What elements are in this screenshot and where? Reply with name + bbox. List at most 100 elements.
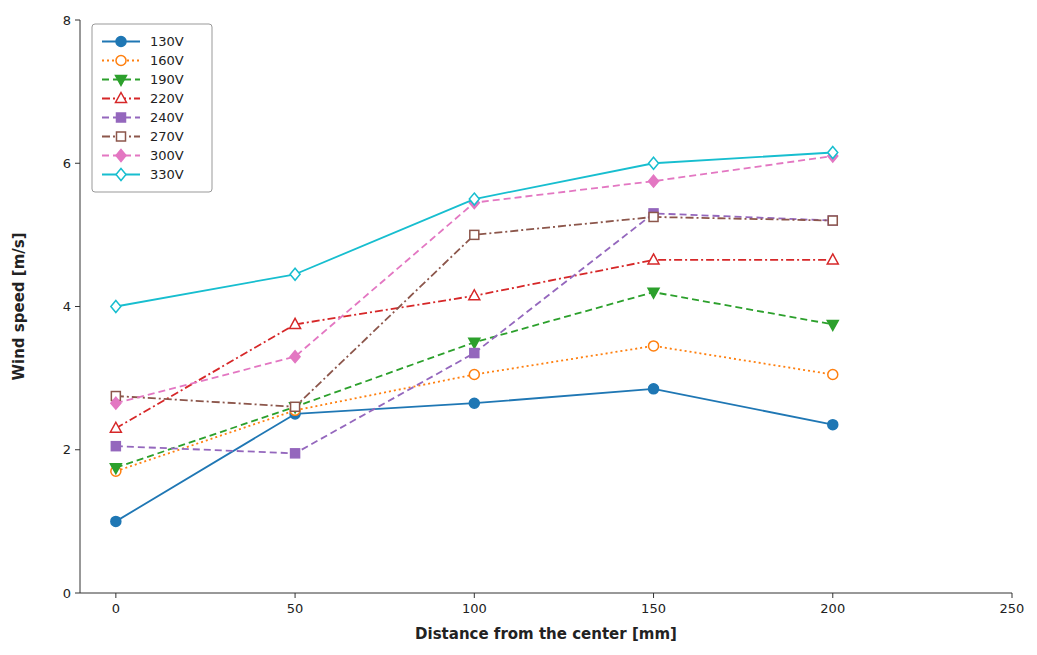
- y-tick-label: 8: [63, 13, 71, 28]
- x-tick-label: 0: [112, 601, 120, 616]
- legend-marker: [116, 56, 126, 66]
- legend-entry: 240V: [102, 110, 184, 125]
- legend-marker: [117, 113, 126, 122]
- legend-label: 300V: [150, 148, 184, 163]
- series-line: [116, 217, 833, 407]
- x-axis-label: Distance from the center [mm]: [415, 625, 677, 643]
- point: [469, 338, 480, 348]
- x-tick-label: 100: [462, 601, 487, 616]
- point: [469, 290, 480, 300]
- point: [648, 254, 659, 264]
- point: [291, 402, 300, 411]
- point: [649, 384, 659, 394]
- series: [111, 147, 838, 313]
- point: [649, 175, 659, 187]
- point: [469, 370, 479, 380]
- x-tick: [832, 593, 833, 598]
- legend-label: 130V: [150, 34, 184, 49]
- point: [290, 318, 301, 328]
- legend-label: 160V: [150, 53, 184, 68]
- point: [648, 288, 659, 298]
- y-tick-label: 6: [63, 156, 71, 171]
- y-tick: [75, 163, 80, 164]
- legend-entry: 130V: [102, 34, 184, 49]
- legend-entry: 160V: [102, 53, 184, 68]
- point: [828, 370, 838, 380]
- point: [111, 397, 121, 409]
- legend-marker: [116, 37, 126, 47]
- legend-marker: [116, 76, 127, 86]
- x-tick: [295, 593, 296, 598]
- series: [111, 341, 838, 476]
- legend-entry: 220V: [102, 91, 184, 106]
- legend-entry: 300V: [102, 148, 184, 163]
- x-tick: [115, 593, 116, 598]
- series: [110, 254, 838, 432]
- x-tick: [474, 593, 475, 598]
- legend-entry: 330V: [102, 167, 184, 182]
- point: [111, 516, 121, 526]
- series-line: [116, 389, 833, 522]
- point: [290, 403, 301, 413]
- series-line: [116, 292, 833, 467]
- x-tick: [1012, 593, 1013, 598]
- legend-label: 240V: [150, 110, 184, 125]
- point: [110, 464, 121, 474]
- point: [469, 398, 479, 408]
- series-line: [116, 213, 833, 453]
- legend-label: 330V: [150, 167, 184, 182]
- y-tick-label: 2: [63, 442, 71, 457]
- legend-entry: 270V: [102, 129, 184, 144]
- point: [827, 320, 838, 330]
- legend-entry: 190V: [102, 72, 184, 87]
- point: [111, 301, 121, 313]
- point: [828, 216, 837, 225]
- series: [111, 384, 838, 527]
- point: [290, 351, 300, 363]
- series: [111, 212, 837, 411]
- point: [470, 230, 479, 239]
- series-line: [116, 153, 833, 307]
- x-tick-label: 200: [820, 601, 845, 616]
- y-tick-label: 0: [63, 586, 71, 601]
- legend-marker: [117, 132, 126, 141]
- point: [470, 349, 479, 358]
- point: [649, 212, 658, 221]
- x-axis-line: [80, 593, 1012, 594]
- plot-area: [110, 147, 838, 527]
- point: [110, 422, 121, 432]
- point: [828, 147, 838, 159]
- x-tick-label: 250: [1000, 601, 1025, 616]
- legend: 130V 160V 190V 220V 240V 270V 300V 330V: [92, 24, 212, 192]
- legend-label: 270V: [150, 129, 184, 144]
- series-line: [116, 346, 833, 471]
- x-tick-label: 150: [641, 601, 666, 616]
- series-line: [116, 156, 833, 403]
- legend-marker: [116, 150, 126, 162]
- point: [290, 268, 300, 280]
- legend-label: 190V: [150, 72, 184, 87]
- x-tick: [653, 593, 654, 598]
- point: [828, 420, 838, 430]
- point: [649, 341, 659, 351]
- y-tick: [75, 20, 80, 21]
- point: [469, 193, 479, 205]
- axes: 05010015020025002468: [63, 13, 1025, 617]
- chart: 05010015020025002468Distance from the ce…: [0, 0, 1037, 655]
- y-tick: [75, 306, 80, 307]
- point: [827, 254, 838, 264]
- x-tick-label: 50: [287, 601, 304, 616]
- point: [649, 157, 659, 169]
- series: [111, 209, 837, 458]
- legend-marker: [116, 93, 127, 103]
- series: [110, 288, 838, 473]
- y-axis-label: Wind speed [m/s]: [10, 232, 28, 380]
- legend-label: 220V: [150, 91, 184, 106]
- legend-box: [92, 24, 212, 192]
- point: [111, 442, 120, 451]
- y-tick: [75, 593, 80, 594]
- legend-marker: [116, 169, 126, 181]
- y-tick: [75, 449, 80, 450]
- series: [111, 150, 838, 409]
- point: [828, 216, 837, 225]
